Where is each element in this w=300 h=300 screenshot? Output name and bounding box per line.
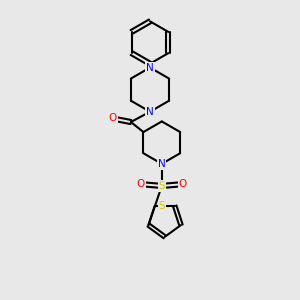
Text: O: O (179, 179, 187, 190)
Text: N: N (146, 63, 154, 73)
Text: O: O (136, 179, 145, 190)
Text: N: N (158, 159, 166, 169)
Text: S: S (158, 181, 165, 191)
Text: N: N (146, 107, 154, 117)
Text: S: S (159, 201, 165, 211)
Text: O: O (109, 112, 117, 123)
